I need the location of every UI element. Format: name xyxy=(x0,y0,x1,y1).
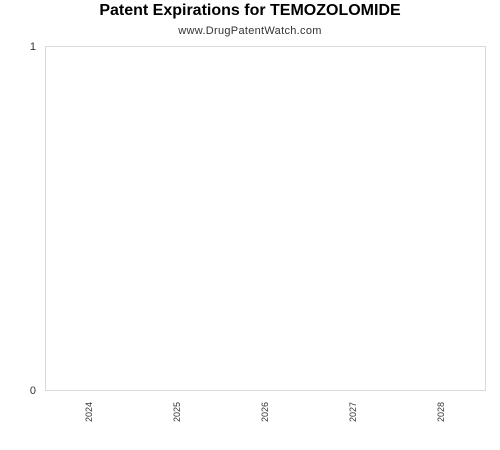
plot-frame xyxy=(45,46,486,391)
x-tick-label-2024: 2024 xyxy=(84,402,94,422)
x-tick-label-2028: 2028 xyxy=(436,402,446,422)
chart-subtitle: www.DrugPatentWatch.com xyxy=(178,25,322,37)
y-axis-ticks: 01 xyxy=(30,41,36,397)
chart-title: Patent Expirations for TEMOZOLOMIDE xyxy=(99,2,401,19)
y-tick-label: 0 xyxy=(30,385,36,397)
y-tick-label: 1 xyxy=(30,41,36,53)
x-tick-label-2025: 2025 xyxy=(172,402,182,422)
x-axis-ticks: 2024 2025 2026 2027 2028 xyxy=(84,402,446,422)
x-tick-label-2026: 2026 xyxy=(260,402,270,422)
x-tick-label-2027: 2027 xyxy=(348,402,358,422)
